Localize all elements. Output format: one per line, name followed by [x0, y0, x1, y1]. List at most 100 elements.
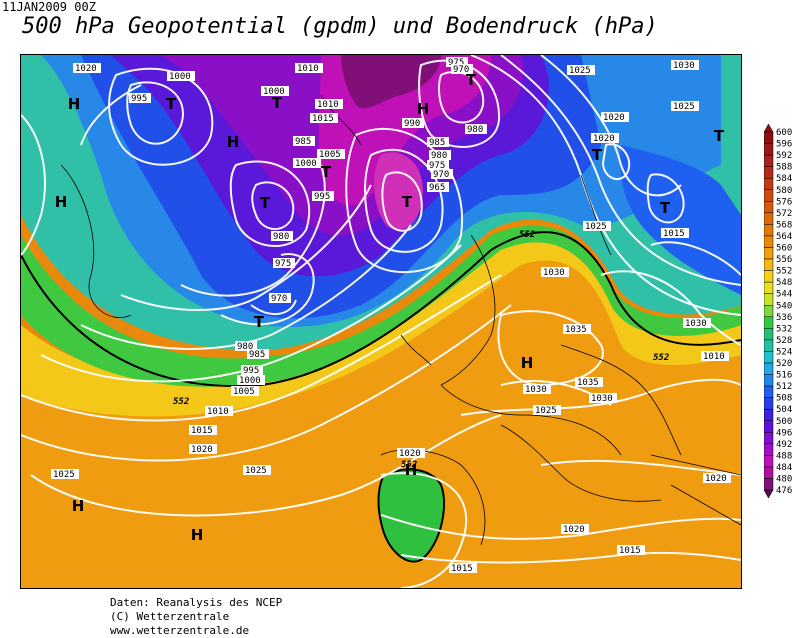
- legend-swatch: [763, 212, 774, 225]
- isobar-label: 985: [295, 137, 311, 147]
- isobar-label: 1010: [207, 407, 229, 417]
- isobar-label: 1030: [525, 385, 547, 395]
- legend-swatch: [763, 443, 774, 456]
- legend-label: 556: [776, 255, 792, 265]
- isobar-label: 1000: [239, 376, 261, 386]
- legend-swatch: [763, 420, 774, 433]
- isobar-label: 1025: [585, 222, 607, 232]
- isobar-label: 990: [404, 119, 420, 129]
- legend-label: 476: [776, 486, 792, 496]
- isobar-label: 970: [433, 170, 449, 180]
- legend-label: 484: [776, 463, 792, 473]
- isobar-label: 965: [429, 183, 445, 193]
- isobar-label: 1000: [295, 159, 317, 169]
- data-credits: Daten: Reanalysis des NCEP (C) Wetterzen…: [110, 596, 282, 638]
- low-marker: T: [592, 146, 603, 164]
- legend-label: 540: [776, 301, 792, 311]
- isobar-label: 1005: [319, 150, 341, 160]
- low-marker: T: [321, 163, 332, 181]
- isobar-label: 980: [467, 125, 483, 135]
- isobar-label: 980: [237, 342, 253, 352]
- isobar-label: 1030: [685, 319, 707, 329]
- legend-swatch: [763, 385, 774, 398]
- isobar-label: 1020: [75, 64, 97, 74]
- isobar-label: 985: [429, 138, 445, 148]
- legend-label: 528: [776, 336, 792, 346]
- isobar-label: 1000: [263, 87, 285, 97]
- legend-label: 572: [776, 209, 792, 219]
- legend-swatch: [763, 339, 774, 352]
- legend-label: 588: [776, 163, 792, 173]
- legend-label: 488: [776, 451, 792, 461]
- isobar-label: 1015: [191, 426, 213, 436]
- isobar-label: 1015: [619, 546, 641, 556]
- legend-label: 480: [776, 475, 792, 485]
- legend-label: 492: [776, 440, 792, 450]
- isobar-label: 995: [243, 366, 259, 376]
- high-marker: H: [227, 133, 240, 151]
- high-marker: H: [55, 193, 68, 211]
- legend-label: 600: [776, 128, 792, 138]
- isobar-label: 1030: [673, 61, 695, 71]
- legend-swatch: [763, 362, 774, 375]
- contour-label-552: 552: [519, 230, 535, 240]
- legend-swatch: [763, 478, 774, 491]
- legend-swatch: [763, 408, 774, 422]
- isobar-label: 1035: [565, 325, 587, 335]
- legend-swatch: [763, 166, 774, 179]
- isobar-label: 1020: [563, 525, 585, 535]
- isobar-label: 1020: [191, 445, 213, 455]
- high-marker: H: [72, 497, 85, 515]
- legend-swatch: [763, 455, 774, 468]
- low-marker: T: [660, 199, 671, 217]
- isobar-label: 1010: [297, 64, 319, 74]
- contour-label-552: 552: [401, 460, 417, 470]
- low-marker: T: [714, 127, 725, 145]
- isobar-label: 1030: [591, 394, 613, 404]
- legend-swatch: [763, 177, 774, 191]
- map-title: 500 hPa Geopotential (gpdm) und Bodendru…: [22, 14, 658, 39]
- legend-label: 584: [776, 174, 792, 184]
- isobar-label: 1025: [245, 466, 267, 476]
- legend-label: 496: [776, 428, 792, 438]
- credit-source: Daten: Reanalysis des NCEP: [110, 596, 283, 609]
- isobar-label: 970: [271, 294, 287, 304]
- isobar-label: 1000: [169, 72, 191, 82]
- legend-swatch: [763, 131, 774, 144]
- isobar-label: 980: [431, 151, 447, 161]
- legend-swatch: [763, 201, 774, 214]
- low-marker: T: [466, 71, 477, 89]
- low-marker: T: [260, 194, 271, 212]
- legend-label: 548: [776, 278, 792, 288]
- isobar-label: 995: [131, 94, 147, 104]
- legend-label: 568: [776, 220, 792, 230]
- legend-label: 532: [776, 324, 792, 334]
- isobar-label: 1015: [312, 114, 334, 124]
- isobar-label: 1025: [673, 102, 695, 112]
- isobar-label: 1010: [703, 352, 725, 362]
- map-date: 11JAN2009 00Z: [2, 0, 96, 14]
- legend-top-arrow: [763, 123, 774, 133]
- color-legend: 600 596 592 588 584 580 576 572 568 564 560 556 552 5…: [763, 123, 800, 514]
- isobar-label: 1010: [317, 100, 339, 110]
- contour-label-552: 552: [653, 353, 669, 363]
- legend-swatch: [763, 224, 774, 237]
- isobar-label: 975: [448, 58, 464, 68]
- legend-swatch: [763, 258, 774, 271]
- high-marker: H: [417, 100, 430, 118]
- isobar-label: 1015: [663, 229, 685, 239]
- contour-label-552: 552: [173, 397, 189, 407]
- isobar-label: 980: [273, 232, 289, 242]
- low-marker: T: [166, 95, 177, 113]
- isobar-label: 975: [429, 161, 445, 171]
- legend-label: 580: [776, 186, 792, 196]
- low-marker: T: [272, 94, 283, 112]
- legend-swatch: [763, 143, 774, 156]
- legend-label: 524: [776, 347, 792, 357]
- isobar-label: 1030: [543, 268, 565, 278]
- isobar-label: 995: [314, 192, 330, 202]
- legend-swatch: [763, 316, 774, 329]
- low-marker: T: [254, 313, 265, 331]
- legend-label: 504: [776, 405, 792, 415]
- legend-swatch: [763, 154, 774, 167]
